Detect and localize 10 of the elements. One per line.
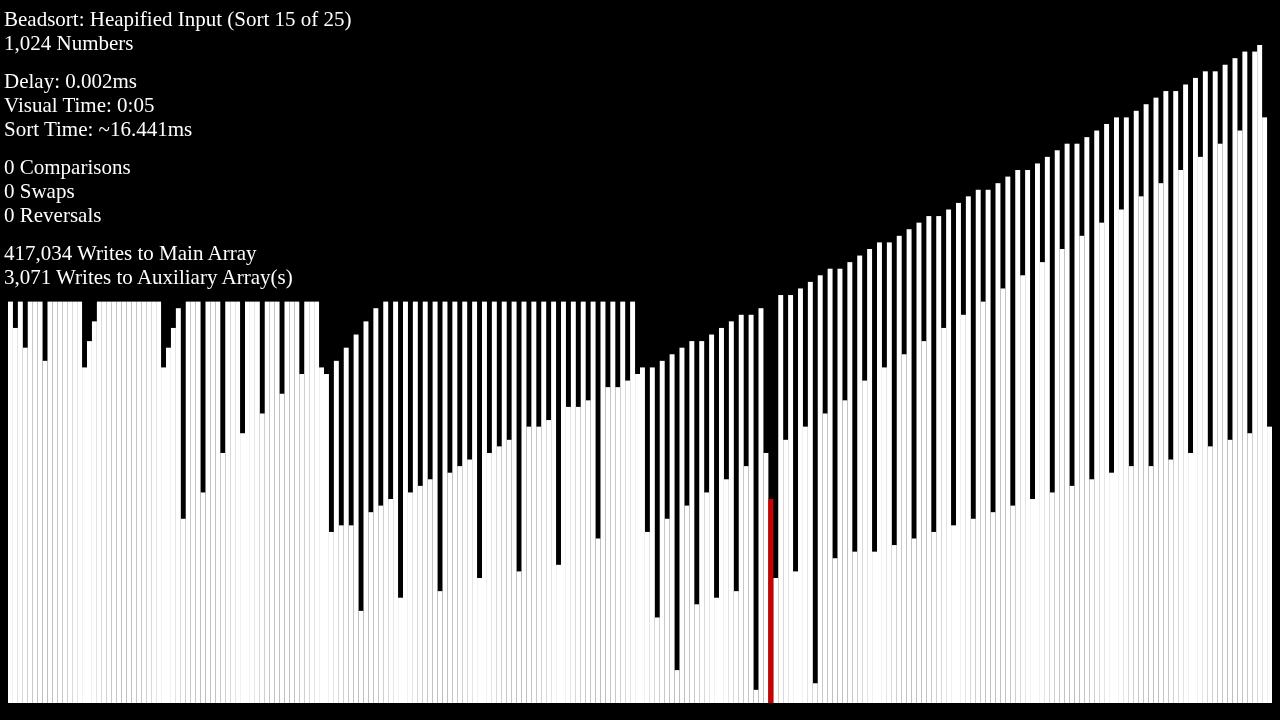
annotation: Delay: 0.002ms (4, 69, 137, 93)
annotation: Visual Time: 0:05 (4, 93, 155, 117)
annotation: 3,071 Writes to Auxiliary Array(s) (4, 265, 293, 289)
annotation: 0 Comparisons (4, 155, 131, 179)
annotation: 0 Swaps (4, 179, 75, 203)
annotation: Sort Time: ~16.441ms (4, 117, 193, 141)
annotation: 0 Reversals (4, 203, 102, 227)
chart-subtitle: 1,024 Numbers (4, 31, 134, 55)
chart-title: Beadsort: Heapified Input (Sort 15 of 25) (4, 7, 352, 31)
annotation: 417,034 Writes to Main Array (4, 241, 257, 265)
